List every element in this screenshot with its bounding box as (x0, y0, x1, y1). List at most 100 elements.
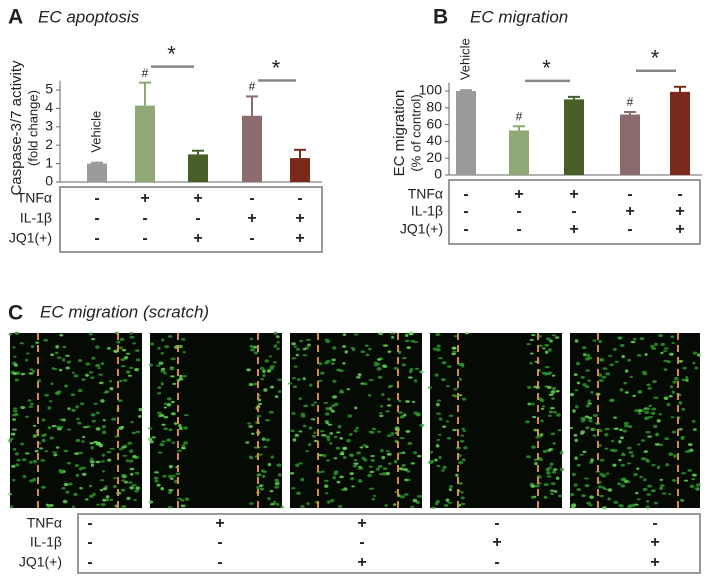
treatment-sign: + (514, 186, 523, 203)
cell (645, 459, 650, 463)
cell (607, 497, 612, 501)
cell (55, 446, 60, 449)
cell (168, 488, 174, 492)
cell (410, 462, 416, 465)
cell (261, 474, 266, 479)
cell (620, 463, 625, 467)
cell (339, 475, 344, 479)
cell (152, 436, 156, 439)
cell (339, 389, 344, 393)
significance-label: * (651, 46, 660, 71)
cell (637, 412, 642, 415)
cell (134, 367, 140, 372)
y-tick-label: 0 (45, 173, 53, 189)
cell (119, 337, 125, 342)
cell (601, 486, 606, 490)
cell (653, 396, 659, 399)
cell (368, 347, 372, 351)
cell (262, 373, 266, 378)
cell (435, 333, 440, 337)
cell (168, 474, 172, 479)
cell (576, 463, 581, 467)
cell (438, 356, 443, 360)
cell (529, 352, 534, 355)
cell (259, 366, 265, 370)
cell (599, 358, 604, 362)
cell (623, 421, 630, 426)
cell (293, 345, 297, 348)
cell (130, 472, 134, 476)
cell (381, 393, 385, 397)
cell (330, 498, 335, 503)
cell (14, 412, 19, 417)
cell (273, 361, 277, 364)
cell (291, 412, 296, 415)
cell (121, 479, 126, 482)
cell (355, 376, 361, 379)
cell (342, 362, 346, 365)
cell (381, 455, 386, 460)
cell (442, 425, 447, 428)
cell (353, 333, 359, 336)
cell (102, 498, 107, 502)
cell (601, 375, 607, 379)
treatment-sign: + (569, 186, 578, 203)
cell (599, 494, 604, 498)
cell (647, 387, 652, 390)
cell (183, 414, 189, 417)
cell (13, 407, 18, 410)
cell (342, 333, 347, 337)
cell (436, 438, 441, 441)
cell (33, 433, 38, 438)
cell (98, 381, 104, 385)
cell (448, 488, 453, 492)
cell (678, 428, 683, 431)
cell (401, 363, 407, 367)
cell (668, 493, 672, 496)
cell (557, 494, 563, 498)
cell (436, 348, 441, 352)
cell (646, 493, 652, 496)
bar (670, 91, 690, 175)
cell (78, 467, 83, 471)
cell (135, 430, 141, 434)
cell (398, 411, 404, 414)
cell (526, 343, 532, 346)
cell (264, 419, 270, 422)
cell (546, 385, 552, 390)
treatment-sign: - (494, 554, 499, 571)
cell (362, 382, 368, 386)
cell (405, 400, 410, 403)
cell (586, 501, 592, 505)
cell (296, 378, 301, 381)
cell (128, 449, 134, 453)
cell (134, 489, 140, 493)
cell (549, 489, 555, 492)
cell (359, 446, 364, 449)
cell (452, 388, 458, 391)
cell (553, 490, 558, 493)
cell (280, 505, 284, 509)
cell (81, 378, 86, 381)
cell (9, 505, 14, 509)
cell (313, 401, 318, 404)
cell (623, 381, 628, 385)
cell (302, 424, 307, 428)
cell (601, 474, 607, 478)
cell (386, 404, 392, 407)
cell (526, 455, 531, 459)
cell (11, 464, 16, 468)
bar (564, 99, 584, 175)
cell (550, 390, 556, 394)
cell (88, 371, 94, 374)
cell (634, 491, 639, 495)
cell (619, 428, 623, 432)
cell (368, 379, 374, 382)
cell (293, 365, 298, 368)
cell (632, 337, 637, 341)
cell (663, 368, 668, 372)
bar-label: Vehicle (88, 111, 103, 153)
cell (373, 361, 378, 365)
treatment-sign: - (87, 534, 92, 551)
cell (68, 482, 73, 486)
